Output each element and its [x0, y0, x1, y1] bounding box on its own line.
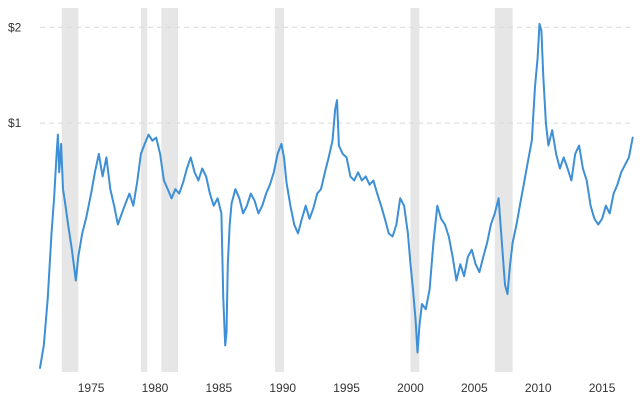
y-tick-label: $1 [8, 116, 22, 130]
recession-band-4 [275, 8, 284, 372]
series-layer [39, 22, 634, 369]
x-tick-label: 1985 [205, 381, 232, 395]
y-axis-tick-labels: $1 $2 [8, 20, 22, 130]
recession-band-2 [140, 8, 148, 372]
x-tick-label: 2000 [397, 381, 424, 395]
series-line-1 [39, 22, 634, 369]
y-tick-label: $2 [8, 20, 22, 34]
x-tick-label: 2015 [589, 381, 616, 395]
x-tick-label: 2010 [525, 381, 552, 395]
x-tick-label: 1990 [269, 381, 296, 395]
recession-band-3 [161, 8, 178, 372]
x-axis-tick-labels: 1975 1980 1985 1990 1995 2000 2005 2010 2015 [78, 381, 616, 395]
x-tick-label: 1975 [78, 381, 105, 395]
x-tick-label: 1995 [333, 381, 360, 395]
x-tick-label: 2005 [461, 381, 488, 395]
x-tick-label: 1980 [142, 381, 169, 395]
recession-band-5 [410, 8, 420, 372]
recession-bands [61, 8, 513, 372]
recession-band-1 [61, 8, 79, 372]
recession-band-6 [494, 8, 513, 372]
